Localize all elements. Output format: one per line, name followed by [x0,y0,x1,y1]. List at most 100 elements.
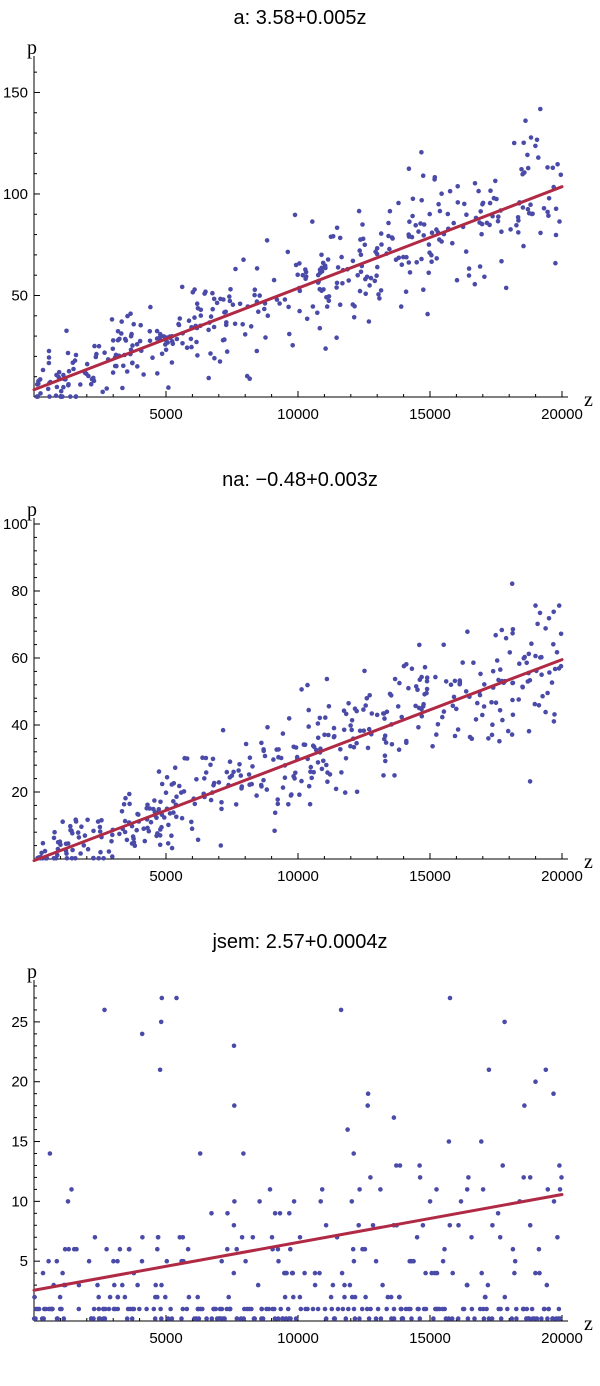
data-point [499,627,505,633]
data-point [338,747,343,752]
data-point [443,679,449,684]
data-point [217,1316,222,1321]
data-point [211,324,217,330]
data-point [368,1306,373,1312]
data-point [386,233,391,239]
data-point [419,150,424,155]
data-point [551,642,556,647]
data-point [101,856,106,861]
data-point [423,1270,428,1276]
data-point [342,1282,347,1288]
data-point [490,668,496,674]
data-point [545,1187,551,1192]
data-point [319,265,325,271]
data-point [545,1316,550,1321]
data-point [533,1079,538,1084]
data-point [525,206,531,212]
data-point [315,735,321,741]
data-point [347,1282,353,1288]
data-point [505,728,511,734]
data-point [38,391,43,396]
data-point [464,1187,470,1192]
data-point [559,1175,564,1180]
data-point [551,1199,557,1204]
data-point [421,287,426,293]
data-point [537,610,543,616]
data-point [416,725,421,730]
data-point [489,732,495,738]
data-point [204,1316,209,1321]
data-point [359,1306,365,1312]
data-point [523,118,528,123]
data-point [121,363,126,369]
data-point [354,740,359,746]
data-point [535,621,540,627]
data-point [373,1316,379,1321]
data-point [192,315,197,320]
data-point [414,260,420,265]
data-point [554,650,560,655]
data-point [545,209,550,215]
data-point [261,777,266,783]
data-point [406,260,412,265]
data-point [494,196,499,202]
data-point [339,770,344,775]
data-point [64,856,70,861]
data-point [406,232,412,237]
data-point [368,1175,373,1180]
data-point [375,264,380,270]
data-point [328,234,334,240]
data-point [122,829,128,835]
data-point [227,775,233,780]
data-point [439,239,444,244]
data-point [107,1294,113,1300]
data-point [317,325,323,331]
x-tick-label: 20000 [541,1330,583,1347]
data-point [324,304,330,309]
data-point [433,674,438,680]
data-point [427,211,433,217]
data-point [53,856,59,861]
data-point [351,744,357,750]
data-point [538,230,543,236]
data-point [57,1306,63,1312]
data-point [255,309,261,315]
data-point [493,700,499,705]
data-point [333,786,339,792]
data-point [154,328,160,334]
chart-title: a: 3.58+0.005z [234,7,367,29]
data-point [60,819,65,824]
data-point [40,840,46,846]
data-point [431,1316,436,1321]
data-point [224,1306,230,1312]
data-point [169,845,175,851]
data-point [210,756,216,762]
data-point [460,660,466,665]
data-point [556,603,562,608]
data-point [40,367,46,373]
data-point [46,348,52,354]
data-point [46,360,52,366]
data-point [46,1258,51,1264]
data-point [233,802,239,807]
data-point [56,374,61,380]
data-point [208,762,213,768]
data-point [73,394,79,399]
data-point [338,1007,344,1013]
data-point [224,769,230,775]
data-point [536,1246,542,1252]
data-point [298,1306,304,1312]
data-point [463,689,469,694]
data-point [285,249,291,255]
data-point [383,740,389,745]
data-point [209,1211,214,1216]
data-point [373,249,378,254]
data-point [241,257,246,263]
data-point [435,722,441,727]
data-point [349,718,355,723]
data-point [312,1282,318,1288]
data-point [269,1235,275,1240]
data-point [310,1306,316,1312]
data-point [247,755,253,760]
data-point [297,288,303,294]
